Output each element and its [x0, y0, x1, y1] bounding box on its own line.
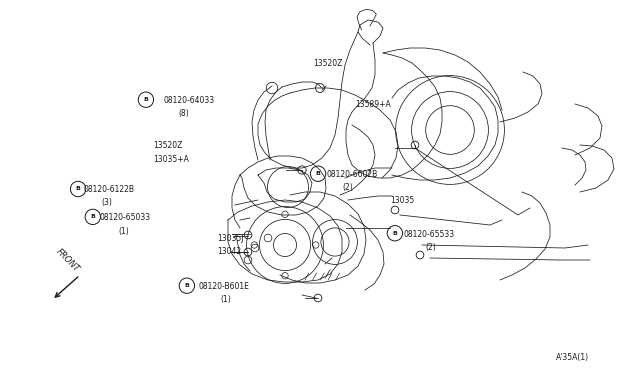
Text: B: B — [392, 231, 397, 236]
Text: B: B — [90, 214, 95, 219]
Text: 08120-65533: 08120-65533 — [403, 230, 454, 239]
Text: 08120-B601E: 08120-B601E — [198, 282, 249, 291]
Text: 08120-6602B: 08120-6602B — [326, 170, 378, 179]
Text: (1): (1) — [221, 295, 232, 304]
Text: B: B — [143, 97, 148, 102]
Text: A'35A(1): A'35A(1) — [556, 353, 589, 362]
Text: B: B — [184, 283, 189, 288]
Text: (2): (2) — [426, 243, 436, 252]
Text: 08120-64033: 08120-64033 — [163, 96, 214, 105]
Text: 13035: 13035 — [390, 196, 415, 205]
Text: 13035J: 13035J — [218, 234, 244, 243]
Text: (3): (3) — [101, 198, 112, 207]
Text: FRONT: FRONT — [54, 247, 81, 274]
Text: B: B — [76, 186, 81, 192]
Text: 08120-6122B: 08120-6122B — [83, 185, 134, 194]
Text: (2): (2) — [342, 183, 353, 192]
Text: 13042: 13042 — [218, 247, 242, 256]
Text: 08120-65033: 08120-65033 — [99, 213, 150, 222]
Text: B: B — [316, 171, 321, 176]
Text: (8): (8) — [178, 109, 189, 118]
Text: 13035+A: 13035+A — [154, 155, 189, 164]
Text: 13589+A: 13589+A — [355, 100, 391, 109]
Text: 13520Z: 13520Z — [154, 141, 183, 150]
Text: (1): (1) — [118, 227, 129, 236]
Text: 13520Z: 13520Z — [314, 59, 343, 68]
